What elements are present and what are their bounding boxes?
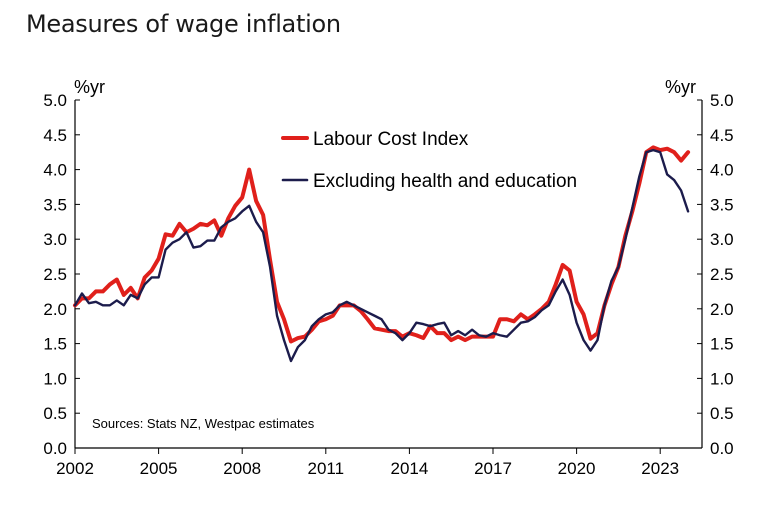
x-tick-label: 2023 bbox=[641, 459, 679, 478]
y-tick-label-right: 3.5 bbox=[710, 195, 734, 214]
y-tick-label-right: 5.0 bbox=[710, 91, 734, 110]
x-tick-label: 2002 bbox=[56, 459, 94, 478]
x-tick-label: 2014 bbox=[390, 459, 428, 478]
y-tick-label-left: 4.5 bbox=[43, 126, 67, 145]
x-tick-label: 2008 bbox=[223, 459, 261, 478]
y-tick-label-right: 4.0 bbox=[710, 161, 734, 180]
left-axis-unit: %yr bbox=[74, 77, 105, 97]
x-tick-label: 2020 bbox=[558, 459, 596, 478]
y-tick-label-left: 5.0 bbox=[43, 91, 67, 110]
y-tick-label-right: 2.5 bbox=[710, 265, 734, 284]
y-tick-label-right: 1.5 bbox=[710, 335, 734, 354]
y-tick-label-left: 4.0 bbox=[43, 161, 67, 180]
y-tick-label-left: 0.5 bbox=[43, 404, 67, 423]
x-tick-label: 2011 bbox=[308, 459, 345, 478]
y-tick-label-left: 3.5 bbox=[43, 195, 67, 214]
y-tick-label-right: 3.0 bbox=[710, 230, 734, 249]
y-tick-label-left: 1.0 bbox=[43, 369, 67, 388]
legend-label-excluding-health-education: Excluding health and education bbox=[313, 171, 577, 192]
y-tick-label-left: 2.0 bbox=[43, 300, 67, 319]
x-tick-label: 2017 bbox=[474, 459, 512, 478]
y-tick-label-right: 4.5 bbox=[710, 126, 734, 145]
y-tick-label-right: 0.5 bbox=[710, 404, 734, 423]
y-tick-label-left: 1.5 bbox=[43, 335, 67, 354]
page-title: Measures of wage inflation bbox=[26, 10, 341, 38]
y-tick-label-right: 2.0 bbox=[710, 300, 734, 319]
right-axis-unit: %yr bbox=[665, 77, 696, 97]
y-tick-label-left: 3.0 bbox=[43, 230, 67, 249]
y-tick-label-left: 2.5 bbox=[43, 265, 67, 284]
y-tick-label-right: 1.0 bbox=[710, 369, 734, 388]
legend-label-labour-cost-index: Labour Cost Index bbox=[313, 129, 469, 150]
series-line-labour-cost-index bbox=[73, 145, 691, 344]
series-line-excluding-health-education bbox=[73, 148, 690, 363]
y-tick-label-left: 0.0 bbox=[43, 439, 67, 458]
y-tick-label-right: 0.0 bbox=[710, 439, 734, 458]
x-tick-label: 2005 bbox=[140, 459, 178, 478]
source-note: Sources: Stats NZ, Westpac estimates bbox=[92, 416, 315, 431]
